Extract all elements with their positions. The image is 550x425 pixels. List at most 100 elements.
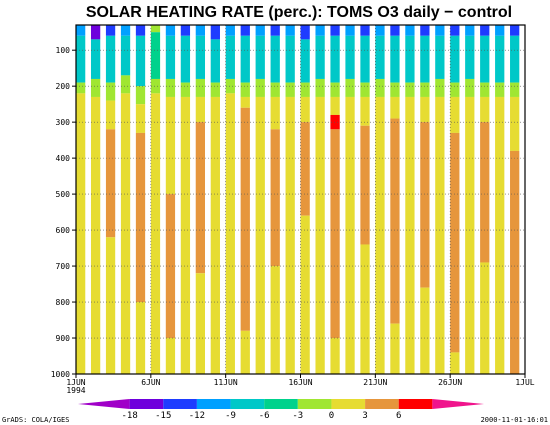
band-11-1 [240,35,250,83]
x-tick-label-11JUN: 11JUN [214,378,238,387]
band-13-5 [270,266,280,374]
colorbar-swatch-3 [196,399,231,409]
band-10-2 [225,78,235,94]
band-10-3 [225,93,235,375]
y-tick-label-200: 200 [56,82,71,91]
band-22-0 [405,25,415,36]
day-column-28 [495,25,505,375]
day-column-10 [225,25,235,375]
colorbar-swatch-0 [78,399,130,409]
band-8-0 [195,25,206,36]
day-column-17 [330,25,340,374]
band-2-5 [105,237,116,374]
band-24-2 [435,78,445,97]
band-29-4 [510,150,520,374]
band-8-5 [195,273,206,374]
band-27-5 [480,262,490,374]
band-21-5 [390,323,400,374]
colorbar-label-3: -9 [225,411,236,421]
band-26-1 [465,35,475,79]
band-6-0 [165,25,176,36]
band-29-1 [510,35,520,83]
band-19-4 [360,125,370,245]
band-3-0 [120,25,131,36]
band-25-0 [450,25,460,36]
day-column-6 [165,25,176,374]
band-0-2 [76,82,86,94]
band-3-2 [120,75,131,94]
y-tick-label-900: 900 [56,334,71,343]
band-15-5 [300,215,310,374]
x-tick-label-1JUL: 1JUL [515,378,534,387]
band-5-2 [150,78,161,94]
band-12-1 [255,35,265,79]
x-tick-label-16JUN: 16JUN [288,378,312,387]
day-column-9 [210,25,220,375]
band-17-0 [330,25,340,36]
band-13-3 [270,96,280,130]
day-column-24 [435,25,445,375]
band-17-5 [330,129,340,339]
band-19-2 [360,82,370,97]
band-6-5 [165,338,176,374]
band-4-2 [135,86,146,105]
band-8-1 [195,35,206,79]
band-9-2 [210,82,220,97]
band-7-1 [180,35,191,83]
plot-columns [76,25,520,375]
x-axis: 1JUN 6JUN 11JUN 16JUN 21JUN 26JUN 1JUL [66,374,535,387]
day-column-19 [360,25,370,374]
band-8-3 [195,96,206,123]
band-19-5 [360,244,370,374]
y-tick-label-100: 100 [56,46,71,55]
colorbar-swatch-9 [398,399,433,409]
band-20-2 [375,78,385,97]
band-4-3 [135,104,146,133]
day-column-20 [375,25,385,375]
band-2-0 [105,25,116,36]
band-2-1 [105,35,116,83]
day-column-27 [480,25,490,374]
band-16-2 [315,78,325,97]
band-18-1 [345,35,355,79]
band-2-4 [105,129,116,238]
band-27-1 [480,35,490,83]
band-11-3 [240,96,250,108]
band-13-4 [270,129,280,267]
band-15-2 [300,82,310,97]
band-19-0 [360,25,370,36]
band-24-1 [435,35,445,79]
day-column-4 [135,25,146,374]
band-11-5 [240,330,250,374]
band-18-3 [345,96,355,375]
band-23-0 [420,25,430,36]
band-27-0 [480,25,490,36]
day-column-16 [315,25,325,375]
footer-left: GrADS: COLA/IGES [2,416,69,424]
band-8-2 [195,78,206,97]
band-6-3 [165,96,176,195]
day-column-25 [450,25,460,374]
day-column-23 [420,25,430,374]
y-axis: 100 200 300 400 500 600 700 800 900 1000 [51,46,76,379]
band-28-3 [495,96,505,375]
day-column-1 [90,25,101,375]
colorbar-label-5: -3 [292,411,303,421]
colorbar-label-8: 6 [396,411,401,421]
y-tick-label-400: 400 [56,154,71,163]
band-21-0 [390,25,400,36]
band-1-0 [90,25,101,40]
x-tick-label-26JUN: 26JUN [438,378,462,387]
day-column-14 [285,25,295,375]
band-23-5 [420,287,430,374]
band-17-6 [330,338,340,374]
band-1-3 [90,96,101,375]
band-5-3 [150,93,161,375]
band-25-3 [450,96,460,133]
day-column-18 [345,25,355,375]
day-column-26 [465,25,475,375]
x-tick-label-6JUN: 6JUN [141,378,160,387]
band-10-1 [225,35,235,79]
